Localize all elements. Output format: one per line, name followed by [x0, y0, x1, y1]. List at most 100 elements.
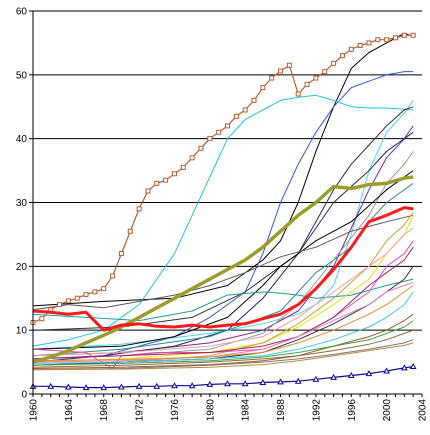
series-line [32, 339, 414, 371]
data-point-square [101, 286, 107, 292]
data-point-triangle [171, 382, 178, 389]
data-point-triangle [135, 382, 143, 389]
data-point-square [322, 69, 328, 75]
data-point-triangle [118, 383, 125, 390]
y-tick-label: 20 [16, 262, 28, 273]
highlight-series-line [32, 34, 414, 324]
series-line [32, 214, 414, 311]
x-tick-label: 1980 [205, 399, 216, 422]
data-point-square [357, 42, 363, 48]
data-point-triangle [330, 373, 337, 380]
data-point-triangle [82, 384, 90, 391]
highlight-series-line [32, 206, 414, 332]
series-line [32, 240, 414, 369]
data-point-square [189, 155, 195, 161]
series-lines [32, 32, 414, 371]
y-tick-label: 40 [16, 134, 28, 145]
data-point-square [216, 129, 222, 135]
data-point-triangle [224, 380, 231, 387]
data-point-triangle [188, 382, 196, 389]
data-point-square [410, 32, 416, 38]
series-line [32, 227, 414, 357]
x-tick-label: 1968 [99, 399, 110, 422]
data-point-square [39, 316, 45, 322]
series-line [32, 94, 414, 347]
data-point-square [348, 46, 354, 52]
data-point-triangle [400, 364, 408, 371]
data-point-triangle [383, 367, 390, 374]
data-point-square [207, 136, 213, 142]
series-line [32, 278, 414, 322]
data-point-square [260, 85, 266, 91]
data-point-square [57, 302, 63, 308]
data-point-square [92, 289, 98, 295]
data-point-square [65, 298, 71, 304]
data-point-square [163, 177, 169, 183]
x-tick-label: 1984 [241, 399, 252, 422]
series-line [32, 329, 414, 368]
data-point-triangle [277, 378, 284, 385]
series-line [32, 342, 414, 371]
data-point-square [401, 32, 407, 38]
y-tick-label: 0 [21, 390, 27, 401]
data-point-square [339, 53, 345, 59]
highlight-series [29, 32, 417, 391]
data-point-square [180, 164, 186, 170]
data-point-square [384, 37, 390, 43]
series-line [32, 281, 414, 363]
series-line [32, 100, 414, 350]
data-point-square [295, 91, 301, 97]
data-point-square [110, 273, 116, 279]
data-point-square [225, 123, 230, 129]
y-tick-labels: 0 10 20 30 40 50 60 [16, 7, 28, 401]
series-line [32, 320, 414, 366]
data-point-triangle [409, 363, 417, 370]
x-tick-label: 1996 [347, 399, 358, 422]
series-line [32, 246, 414, 360]
series-line [32, 291, 414, 364]
data-point-square [198, 145, 204, 151]
series-line [32, 170, 414, 350]
series-line [32, 182, 414, 357]
data-point-square [127, 228, 133, 234]
data-point-square [145, 188, 151, 194]
data-point-square [304, 81, 310, 87]
data-point-square [154, 180, 160, 186]
data-point-square [251, 97, 257, 103]
data-point-square [278, 68, 284, 74]
x-tick-label: 2004 [418, 399, 429, 422]
data-point-triangle [347, 371, 355, 378]
data-point-triangle [153, 382, 161, 389]
series-line [32, 313, 414, 369]
data-point-square [233, 113, 239, 119]
series-line [32, 71, 414, 360]
data-point-triangle [47, 382, 55, 389]
y-tick-label: 30 [16, 198, 28, 209]
x-tick-label: 1976 [170, 399, 181, 422]
data-point-square [74, 295, 80, 301]
data-point-triangle [259, 378, 267, 386]
data-point-triangle [312, 375, 320, 382]
x-tick-label: 1960 [29, 399, 40, 422]
x-tick-label: 1972 [135, 399, 146, 422]
data-point-square [392, 35, 398, 41]
data-point-square [375, 37, 381, 43]
data-point-triangle [100, 384, 108, 391]
data-point-triangle [206, 380, 214, 387]
axes [29, 10, 423, 397]
data-point-triangle [294, 377, 302, 384]
y-tick-label: 50 [16, 70, 28, 81]
series-line [32, 285, 414, 362]
data-point-square [83, 291, 89, 297]
series-line [32, 32, 414, 307]
data-point-triangle [65, 383, 72, 390]
highlight-series-line [32, 175, 414, 364]
data-point-square [136, 206, 142, 212]
gridlines [33, 10, 422, 331]
x-tick-label: 2000 [382, 399, 393, 422]
data-point-square [313, 75, 319, 81]
data-point-square [286, 62, 292, 68]
y-tick-label: 10 [16, 326, 28, 337]
series-line [32, 125, 414, 357]
